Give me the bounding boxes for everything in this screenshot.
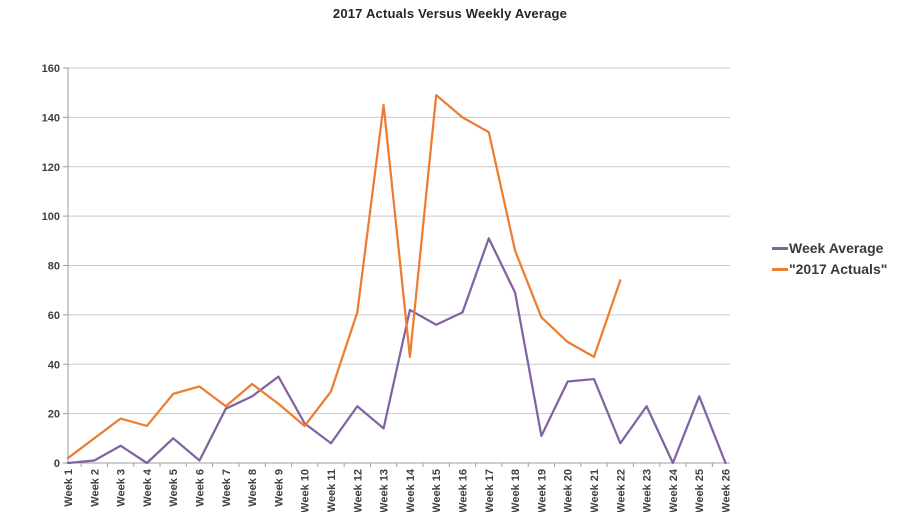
x-axis-label: Week 8 (247, 469, 259, 507)
series-line-2017-actuals (66, 94, 622, 460)
y-axis-label: 20 (48, 409, 60, 421)
x-axis-label: Week 6 (195, 469, 207, 507)
x-axis-label: Week 7 (221, 469, 233, 507)
x-axis-label: Week 17 (484, 469, 496, 512)
series-line-week-average (66, 237, 727, 465)
legend-item-week-average: Week Average (772, 240, 887, 256)
x-axis-label: Week 20 (563, 469, 575, 512)
y-axis-label: 80 (48, 261, 60, 273)
x-axis-label: Week 22 (615, 469, 627, 512)
x-axis-label: Week 16 (458, 469, 470, 512)
x-axis-label: Week 25 (694, 469, 706, 512)
y-axis-label: 160 (42, 63, 60, 75)
x-axis-label: Week 19 (536, 469, 548, 512)
x-axis-label: Week 2 (89, 469, 101, 507)
y-axis-label: 60 (48, 310, 60, 322)
x-axis-label: Week 12 (352, 469, 364, 512)
y-axis-label: 0 (54, 458, 60, 470)
x-axis-label: Week 26 (721, 469, 733, 512)
y-axis-label: 140 (42, 112, 60, 124)
x-axis-label: Week 21 (589, 469, 601, 512)
y-axis-label: 40 (48, 359, 60, 371)
y-axis-label: 100 (42, 211, 60, 223)
x-axis-label: Week 18 (510, 469, 522, 512)
x-axis-label: Week 5 (168, 469, 180, 507)
x-axis-label: Week 13 (379, 469, 391, 512)
legend-item-2017-actuals: "2017 Actuals" (772, 261, 887, 277)
legend-line-swatch (772, 267, 788, 271)
y-axis-label: 120 (42, 162, 60, 174)
legend-label: Week Average (789, 240, 884, 256)
x-axis-label: Week 9 (273, 469, 285, 507)
x-axis-label: Week 4 (142, 468, 154, 507)
legend: Week Average "2017 Actuals" (772, 240, 887, 277)
x-axis-label: Week 1 (63, 469, 75, 507)
legend-line-swatch (772, 246, 788, 250)
x-axis-label: Week 23 (642, 469, 654, 512)
x-axis-label: Week 14 (405, 468, 417, 512)
chart-title: 2017 Actuals Versus Weekly Average (332, 6, 568, 21)
x-axis-label: Week 24 (668, 468, 680, 512)
x-axis-label: Week 11 (326, 469, 338, 512)
legend-label: "2017 Actuals" (789, 261, 888, 277)
x-axis-label: Week 10 (300, 469, 312, 512)
x-axis-label: Week 15 (431, 469, 443, 512)
x-axis-label: Week 3 (116, 469, 128, 507)
